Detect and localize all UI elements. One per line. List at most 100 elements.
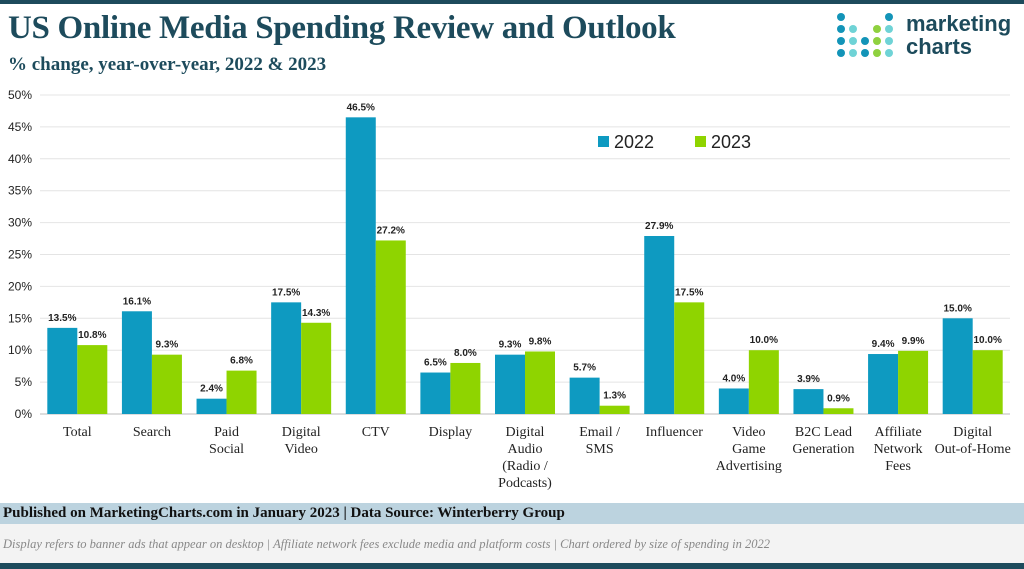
marketingcharts-logo: marketing charts [836,12,1021,60]
bar-2022 [271,302,302,414]
data-label: 8.0% [454,348,477,359]
data-label: 2.4% [200,384,223,395]
bar-2022 [569,377,600,414]
data-label: 0.9% [827,393,850,404]
x-tick-label: Fees [885,459,911,474]
bar-2022 [644,235,675,414]
data-label: 14.3% [302,308,330,319]
top-border [0,0,1024,4]
y-tick-label: 30% [8,216,32,230]
footnote-text: Display refers to banner ads that appear… [3,537,770,551]
y-tick-label: 35% [8,184,32,198]
data-label: 5.7% [573,363,596,374]
data-label: 9.9% [902,336,925,347]
data-label: 4.0% [722,373,745,384]
bar-2023 [301,322,332,414]
data-label: 1.3% [603,391,626,402]
data-label: 16.1% [123,296,151,307]
x-tick-label: Out-of-Home [935,442,1011,457]
bar-2022 [47,327,78,414]
bar-2023 [151,354,182,414]
x-tick-label: Audio [508,442,543,457]
bar-2023 [972,350,1003,414]
x-tick-label: Podcasts) [498,476,552,491]
published-bar: Published on MarketingCharts.com in Janu… [0,503,1024,524]
bar-2023 [674,302,705,414]
data-label: 9.3% [499,340,522,351]
bar-2022 [793,389,824,414]
y-tick-label: 20% [8,279,32,293]
data-label: 15.0% [944,303,972,314]
data-label: 27.9% [645,221,673,232]
x-tick-label: Digital [506,425,545,440]
bar-2022 [495,354,525,414]
bar-2023 [599,405,630,414]
x-tick-label: Social [209,442,244,457]
bar-2022 [420,372,451,414]
legend-swatch [598,136,609,147]
x-tick-label: Affiliate [874,425,921,440]
bar-2022 [345,117,376,414]
data-label: 3.9% [797,374,820,385]
data-label: 6.5% [424,358,447,369]
y-tick-label: 25% [8,248,32,262]
x-tick-label: Digital [953,425,992,440]
bar-2023 [375,240,406,414]
data-label: 46.5% [347,102,375,113]
bar-2023 [823,408,854,414]
bar-2023 [77,345,108,414]
data-label: 17.5% [272,287,300,298]
bottom-border [0,563,1024,569]
x-tick-label: Paid [214,425,239,440]
x-tick-label: SMS [586,442,614,457]
x-tick-label: CTV [362,425,390,440]
bar-2023 [898,350,929,414]
logo-line1: marketing [906,11,1012,36]
legend-label: 2022 [614,132,654,152]
y-tick-label: 10% [8,343,32,357]
x-tick-label: Video [284,442,317,457]
x-tick-label: Video [732,425,765,440]
bar-2023 [748,350,779,414]
x-tick-label: Network [874,442,923,457]
x-tick-label: (Radio / [502,459,548,474]
y-tick-label: 5% [15,375,33,389]
data-label: 10.8% [78,330,106,341]
legend-swatch [695,136,706,147]
logo-line2: charts [906,34,973,59]
data-label: 10.0% [750,335,778,346]
bar-2023 [450,362,481,414]
x-tick-label: Advertising [716,459,782,474]
chart-subtitle: % change, year-over-year, 2022 & 2023 [8,54,327,75]
data-label: 9.8% [529,336,552,347]
bar-2022 [121,311,152,414]
footnote-bar: Display refers to banner ads that appear… [0,524,1024,563]
data-label: 27.2% [377,225,405,236]
bar-chart: 0% 5% 10% 15% 20% 25% 30% 35% 40% 45% 50% 13.5%10.8… [8,88,1011,491]
y-tick-label: 0% [15,407,33,421]
x-tick-label: Total [63,425,92,440]
y-tick-label: 50% [8,88,32,102]
x-tick-label: Game [732,442,765,457]
x-tick-label: Generation [792,442,854,457]
x-tick-label: Digital [282,425,321,440]
y-tick-label: 40% [8,152,32,166]
data-label: 9.3% [156,340,179,351]
data-label: 17.5% [675,287,703,298]
x-tick-label: Influencer [645,425,703,440]
data-label: 10.0% [974,335,1002,346]
data-label: 6.8% [230,356,253,367]
x-tick-label: B2C Lead [795,425,852,440]
x-tick-label: Email / [579,425,620,440]
data-label: 13.5% [48,313,76,324]
data-label: 9.4% [872,339,895,350]
bar-2022 [942,318,973,414]
y-tick-label: 45% [8,120,32,134]
x-tick-label: Search [133,425,171,440]
bar-2023 [525,351,555,414]
bar-2022 [868,354,899,414]
bar-2022 [718,388,749,414]
bar-2023 [226,370,257,414]
logo-dots-icon [837,13,893,57]
published-text: Published on MarketingCharts.com in Janu… [3,505,565,521]
